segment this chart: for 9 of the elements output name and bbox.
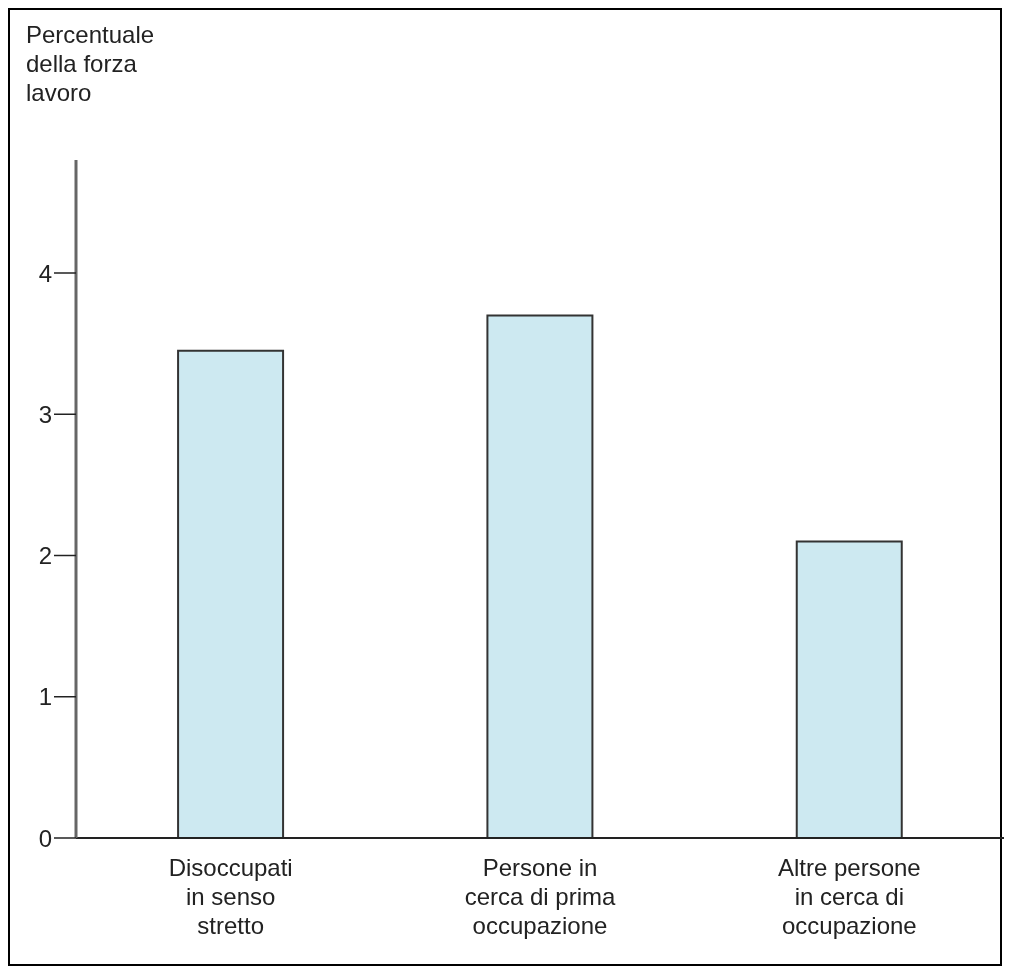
y-tick-label: 2: [38, 542, 52, 570]
y-tick-label: 3: [38, 400, 52, 428]
y-tick-label: 1: [38, 683, 52, 711]
x-tick-label: Altre persone in cerca di occupazione: [777, 854, 921, 939]
y-tick-label: 4: [38, 259, 52, 287]
x-tick-label: Disoccupati in senso stretto: [168, 854, 293, 939]
y-tick-label: 0: [38, 824, 52, 852]
x-tick-label: Persone in cerca di prima occupazione: [464, 854, 617, 939]
y-axis-title: Percentuale della forza lavoro: [26, 20, 155, 107]
